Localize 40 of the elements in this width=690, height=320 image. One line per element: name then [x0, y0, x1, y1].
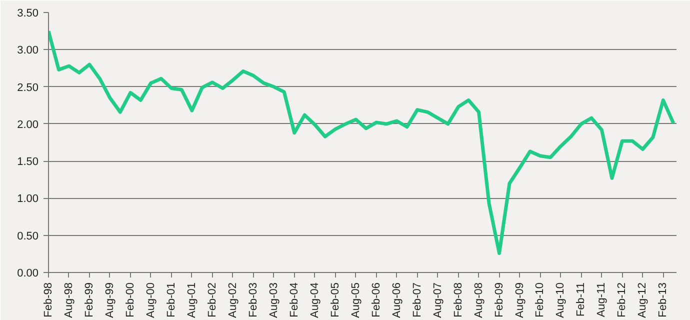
y-tick-label: 2.50 — [17, 82, 39, 94]
x-tick-label: Aug-01 — [186, 282, 198, 318]
x-tick-label: Aug-99 — [104, 282, 116, 318]
x-tick-label: Aug-03 — [268, 282, 280, 318]
y-tick-label: 2.00 — [17, 118, 39, 131]
x-tick-label: Aug-07 — [432, 282, 444, 318]
x-tick-label: Feb-10 — [534, 282, 546, 318]
y-tick-label: 0.50 — [17, 230, 39, 242]
x-tick-label: Feb-09 — [493, 282, 506, 318]
x-tick-label: Aug-04 — [308, 282, 321, 318]
x-tick-label: Feb-08 — [452, 282, 464, 318]
y-tick-label: 1.00 — [17, 193, 39, 206]
x-tick-label: Feb-13 — [657, 282, 670, 318]
x-tick-label: Feb-07 — [411, 282, 424, 318]
x-tick-label: Aug-08 — [472, 282, 485, 318]
x-tick-label: Feb-05 — [329, 282, 342, 318]
x-tick-label: Aug-98 — [62, 282, 75, 318]
x-tick-label: Aug-05 — [350, 282, 362, 318]
x-tick-label: Aug-02 — [226, 282, 239, 318]
x-tick-label: Feb-11 — [575, 282, 588, 317]
x-tick-label: Aug-11 — [596, 282, 608, 318]
y-tick-label: 1.50 — [17, 156, 39, 168]
x-tick-label: Aug-06 — [390, 282, 403, 318]
x-tick-label: Aug-09 — [514, 282, 526, 318]
x-tick-label: Feb-00 — [124, 282, 136, 318]
y-tick-label: 3.50 — [17, 8, 39, 20]
x-tick-label: Feb-03 — [247, 282, 260, 318]
x-tick-label: Feb-12 — [616, 282, 628, 318]
x-tick-label: Feb-02 — [206, 282, 218, 318]
x-tick-label: Feb-01 — [165, 282, 178, 318]
x-tick-label: Feb-99 — [83, 282, 96, 318]
x-tick-label: Feb-98 — [42, 282, 54, 318]
y-tick-label: 3.00 — [17, 44, 39, 57]
x-tick-label: Feb-04 — [288, 282, 300, 318]
x-tick-label: Feb-06 — [370, 282, 382, 318]
line-series — [48, 29, 676, 255]
x-tick-label: Aug-12 — [636, 282, 649, 318]
y-tick-label: 0.00 — [17, 268, 39, 280]
x-tick-label: Aug-10 — [554, 282, 567, 318]
x-tick-label: Aug-00 — [144, 282, 157, 318]
